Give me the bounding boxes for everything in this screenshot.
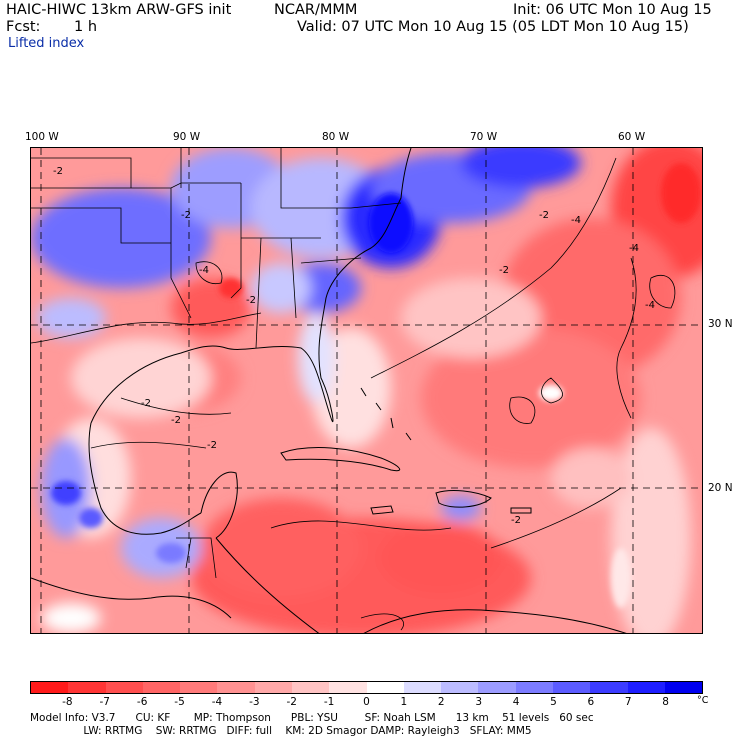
contour-label: -2 [511,515,521,526]
colorbar-segment [291,682,330,693]
contour-label: -2 [207,440,217,451]
colorbar-tick-label: 6 [587,696,595,708]
graticule [31,148,702,633]
colorbar-segment [217,682,255,693]
longitude-label-80w: 80 W [322,131,350,143]
colorbar-tick-label: -8 [62,696,73,708]
colorbar-segment [478,682,516,693]
colorbar-segment [254,682,292,693]
colorbar-segment [552,682,591,693]
colorbar-tick-label: -5 [174,696,185,708]
institution-label: NCAR/MMM [274,2,358,18]
colorbar-segment [441,682,479,693]
map-canvas: -2 -2 -2 -2 -4 -2 -4 -4 -2 -2 -2 -2 -4 [31,148,702,633]
contour-label: -4 [645,300,655,311]
political-borders [31,148,402,579]
longitude-label-100w: 100 W [25,131,59,143]
colorbar-segment [68,682,106,693]
colorbar-tick-label: 7 [624,696,632,708]
shaded-field [31,148,702,633]
contour-label: -2 [246,295,256,306]
colorbar-unit: °C [697,695,709,706]
contour-label: -2 [499,265,509,276]
colorbar [30,681,703,694]
coastlines [31,148,627,633]
contour-label: -4 [199,265,209,276]
colorbar-tick-label: 5 [550,696,557,708]
contour-label: -2 [181,210,191,221]
init-time: Init: 06 UTC Mon 10 Aug 15 [513,2,712,18]
model-info-line-1: Model Info: V3.7 CU: KF MP: Thompson PBL… [30,712,594,724]
colorbar-tick-label: -4 [211,696,223,708]
colorbar-segment [515,682,553,693]
colorbar-segment [403,682,442,693]
colorbar-segment [627,682,665,693]
colorbar-segment [590,682,628,693]
contour-label-group: -2 -2 -2 -2 -4 -2 -4 -4 -2 -2 -2 -2 -4 [53,166,655,526]
colorbar-segment [329,682,367,693]
colorbar-tick-label: -1 [323,696,335,708]
model-info-line-2: LW: RRTMG SW: RRTMG DIFF: full KM: 2D Sm… [30,725,532,737]
detail-field [51,163,701,608]
colorbar-tick-label: -2 [286,696,297,708]
colorbar-tick-label: 3 [475,696,482,708]
colorbar-tick-label: 8 [662,696,669,708]
lifted-index-map: -2 -2 -2 -2 -4 -2 -4 -4 -2 -2 -2 -2 -4 [30,147,703,634]
colorbar-tick-label: -6 [136,696,148,708]
colorbar-segment [180,682,218,693]
colorbar-tick-label: -7 [99,696,110,708]
latitude-label-20n: 20 N [708,482,733,494]
contour-label: -2 [53,166,63,177]
colorbar-tick-label: 0 [363,696,370,708]
contour-label: -2 [171,415,181,426]
contour-label: -4 [629,243,639,254]
forecast-label: Fcst: [6,19,41,35]
colorbar-segment [105,682,143,693]
colorbar-segment [664,682,703,693]
longitude-label-60w: 60 W [618,131,646,143]
contour-label: -2 [141,398,151,409]
colorbar-segment [31,682,69,693]
contour-label: -4 [571,215,581,226]
colorbar-segment [366,682,404,693]
colorbar-tick-label: 1 [400,696,408,708]
contour-label: -2 [539,210,549,221]
contour-lines [31,157,676,631]
colorbar-tick-label: 4 [512,696,520,708]
colorbar-tick-label: 2 [437,696,445,708]
longitude-label-90w: 90 W [173,131,201,143]
colorbar-segment [142,682,181,693]
forecast-hour: 1 h [74,19,98,35]
field-name: Lifted index [8,36,85,51]
longitude-label-70w: 70 W [470,131,498,143]
model-title: HAIC-HIWC 13km ARW-GFS init [6,2,232,18]
valid-time: Valid: 07 UTC Mon 10 Aug 15 (05 LDT Mon … [297,19,689,35]
colorbar-tick-label: -3 [249,696,260,708]
latitude-label-30n: 30 N [708,318,733,330]
